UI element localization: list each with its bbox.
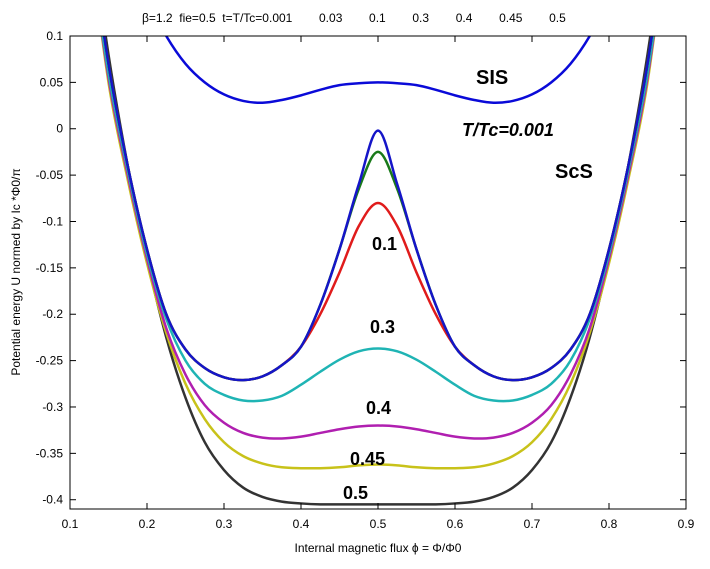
annotation: 0.3 [370,317,395,337]
annotation: 0.45 [350,449,385,469]
y-tick-label: 0.05 [40,75,64,89]
annotation: ScS [555,161,593,183]
curve [101,36,655,403]
y-tick-label: -0.35 [36,446,64,460]
curve [101,36,655,440]
y-axis-label: Potential energy U normed by Ic *Φ0/π [9,168,23,375]
annotation: 0.1 [372,234,397,254]
x-tick-label: 0.5 [370,517,387,531]
y-tick-label: -0.25 [36,354,64,368]
chart-title: β=1.2 fie=0.5 t=T/Tc=0.001 0.03 0.1 0.3 … [142,11,566,25]
y-tick-label: -0.4 [42,493,63,507]
x-tick-label: 0.2 [139,517,156,531]
y-tick-label: 0.1 [46,29,63,43]
y-tick-label: -0.3 [42,400,63,414]
y-tick-label: -0.05 [36,168,64,182]
x-tick-label: 0.3 [216,517,233,531]
annotation: T/Tc=0.001 [462,120,554,140]
curve [164,36,592,105]
x-tick-label: 0.8 [601,517,618,531]
plot-lines [100,36,656,506]
x-tick-label: 0.7 [524,517,541,531]
x-tick-label: 0.4 [293,517,310,531]
y-tick-label: 0 [56,122,63,136]
x-tick-label: 0.1 [62,517,79,531]
plot-frame [69,35,687,510]
axes: 0.1 0.2 0.3 0.4 0.5 0.6 0.7 0.8 0.9 0.1 0.05 0 -0.05… [36,29,695,531]
y-tick-label: -0.1 [42,214,63,228]
y-tick-label: -0.2 [42,307,63,321]
x-tick-label: 0.9 [678,517,695,531]
annotation: 0.5 [343,483,368,503]
annotation: SIS [476,67,508,89]
x-tick-label: 0.6 [447,517,464,531]
y-tick-label: -0.15 [36,261,64,275]
curve [102,36,654,382]
x-axis-label: Internal magnetic flux ϕ = Φ/Φ0 [295,541,462,555]
annotation: 0.4 [366,398,391,418]
